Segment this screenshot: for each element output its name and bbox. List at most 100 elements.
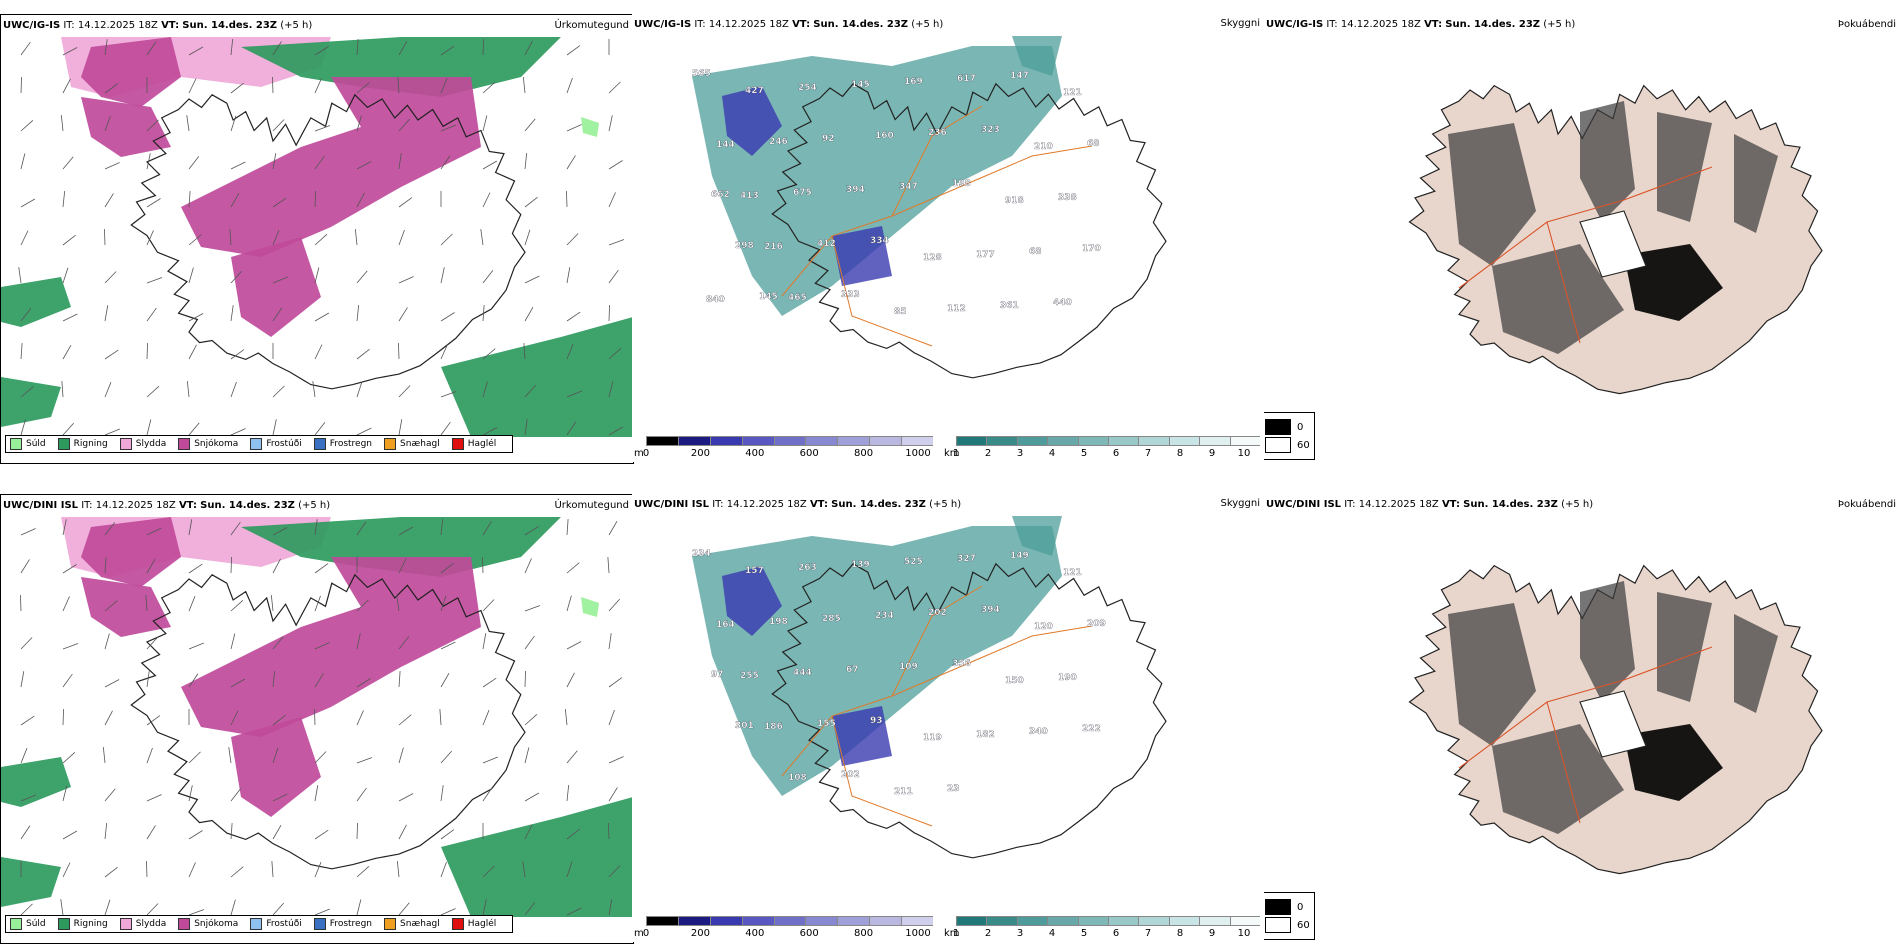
precip-area (1, 757, 71, 807)
wind-barb (146, 119, 159, 132)
wind-barb (608, 787, 618, 802)
cloud-base-value: 177 (976, 250, 995, 260)
wind-barb (104, 557, 107, 574)
wind-barb (62, 751, 76, 764)
legend-swatch (57, 918, 70, 930)
iceland-coastline (771, 82, 1167, 379)
legend-label: Frostúði (266, 439, 302, 449)
wind-barb (566, 785, 570, 802)
wind-barb (566, 124, 582, 132)
wind-barb (356, 822, 358, 840)
cloud-base-value: 840 (706, 295, 725, 305)
wind-barb (104, 823, 108, 840)
wind-barb (608, 81, 621, 94)
wind-barb (62, 564, 77, 574)
colorbar-tick-label: 6 (1112, 928, 1120, 939)
wind-barb (18, 267, 22, 284)
colorbar-segment (1077, 916, 1108, 926)
colorbar-unit: m (634, 448, 644, 459)
legend-swatch (313, 918, 326, 930)
wind-barb (20, 153, 26, 170)
cloud-base-value: 108 (788, 773, 807, 783)
wind-barb (62, 156, 74, 170)
wind-barb (482, 115, 488, 132)
cloud-base-value: 120 (1034, 622, 1053, 632)
wind-barb (566, 77, 573, 94)
wind-barb (566, 907, 582, 916)
cloud-base-value: 617 (957, 74, 976, 84)
wind-barb (440, 78, 448, 94)
colorbar-tick-label: 3 (1016, 928, 1024, 939)
wind-barb (566, 562, 580, 574)
legend-label: Snjókoma (194, 439, 239, 449)
cloud-base-value: 412 (817, 239, 836, 249)
wind-barb (230, 788, 242, 802)
wind-barb (104, 271, 117, 284)
colorbar-tick-label: 8 (1176, 928, 1184, 939)
wind-barb (188, 267, 194, 284)
precip-area (81, 517, 181, 587)
colorbar-tick-label: 0 (642, 928, 650, 939)
wind-barb (356, 633, 361, 650)
wind-barb (524, 526, 539, 536)
wind-barb (60, 899, 64, 916)
wind-barb (314, 908, 330, 916)
colorbar-segment (956, 436, 987, 446)
cloud-base-value: 301 (735, 721, 754, 731)
wind-barb (62, 785, 68, 802)
wind-barb (566, 311, 581, 322)
legend-swatch (57, 438, 70, 450)
wind-barb (104, 788, 116, 802)
wind-barb (186, 381, 190, 398)
fog-area (1657, 112, 1712, 222)
wind-barb (146, 342, 148, 360)
fog-legend-item: 0 (1265, 419, 1310, 435)
colorbar-segment (1168, 436, 1200, 446)
wind-barb (524, 40, 533, 56)
precip-area (81, 577, 171, 637)
cloud-base-value: 109 (899, 662, 918, 672)
wind-barb (480, 229, 484, 246)
colorbar-segment (709, 916, 742, 926)
legend-swatch (119, 438, 132, 450)
cloud-base-value: 236 (928, 128, 947, 138)
colorbar-segment (646, 436, 678, 446)
wind-barb (608, 520, 618, 536)
cloud-base-value: 327 (957, 554, 976, 564)
wind-barb (356, 757, 373, 764)
cloud-base-value: 121 (1063, 88, 1082, 98)
colorbar-segment (1107, 436, 1139, 446)
wind-barb (188, 344, 197, 360)
wind-barb (104, 522, 116, 536)
cloud-base-value: 169 (904, 77, 923, 87)
colorbar-tick-label: 600 (799, 448, 819, 459)
precip-panel-bottom: UWC/DINI ISL IT: 14.12.2025 18Z VT: Sun.… (0, 494, 634, 944)
wind-barb (188, 46, 204, 56)
wind-barb (440, 344, 448, 360)
wind-barb (62, 344, 72, 360)
colorbar-tick-label: 400 (745, 448, 765, 459)
wind-barb (104, 899, 111, 916)
legend-label: Súld (26, 439, 46, 449)
fog-legend: 0 60 (1264, 412, 1315, 460)
wind-barb (271, 861, 274, 878)
legend-label: Frostregn (329, 439, 373, 449)
cloud-base-value: 145 (851, 80, 870, 90)
wind-barb (314, 312, 330, 322)
wind-barb (61, 381, 64, 398)
wind-barb (230, 899, 236, 916)
legend-item: Slydda (119, 918, 166, 930)
precip-area (1, 377, 61, 427)
wind-barb (62, 234, 76, 246)
cloud-base-value: 186 (764, 722, 783, 732)
colorbar-strip (646, 436, 936, 446)
legend-swatch (250, 918, 263, 930)
wind-barb (20, 419, 26, 436)
wind-barb (146, 636, 159, 650)
colorbar-tick-label: 7 (1144, 928, 1152, 939)
wind-barb (440, 391, 457, 398)
colorbar-tick-label: 0 (642, 448, 650, 459)
wind-barb (314, 422, 326, 436)
cloud-base-value: 333 (841, 290, 860, 300)
fog-legend-item: 60 (1265, 437, 1310, 453)
